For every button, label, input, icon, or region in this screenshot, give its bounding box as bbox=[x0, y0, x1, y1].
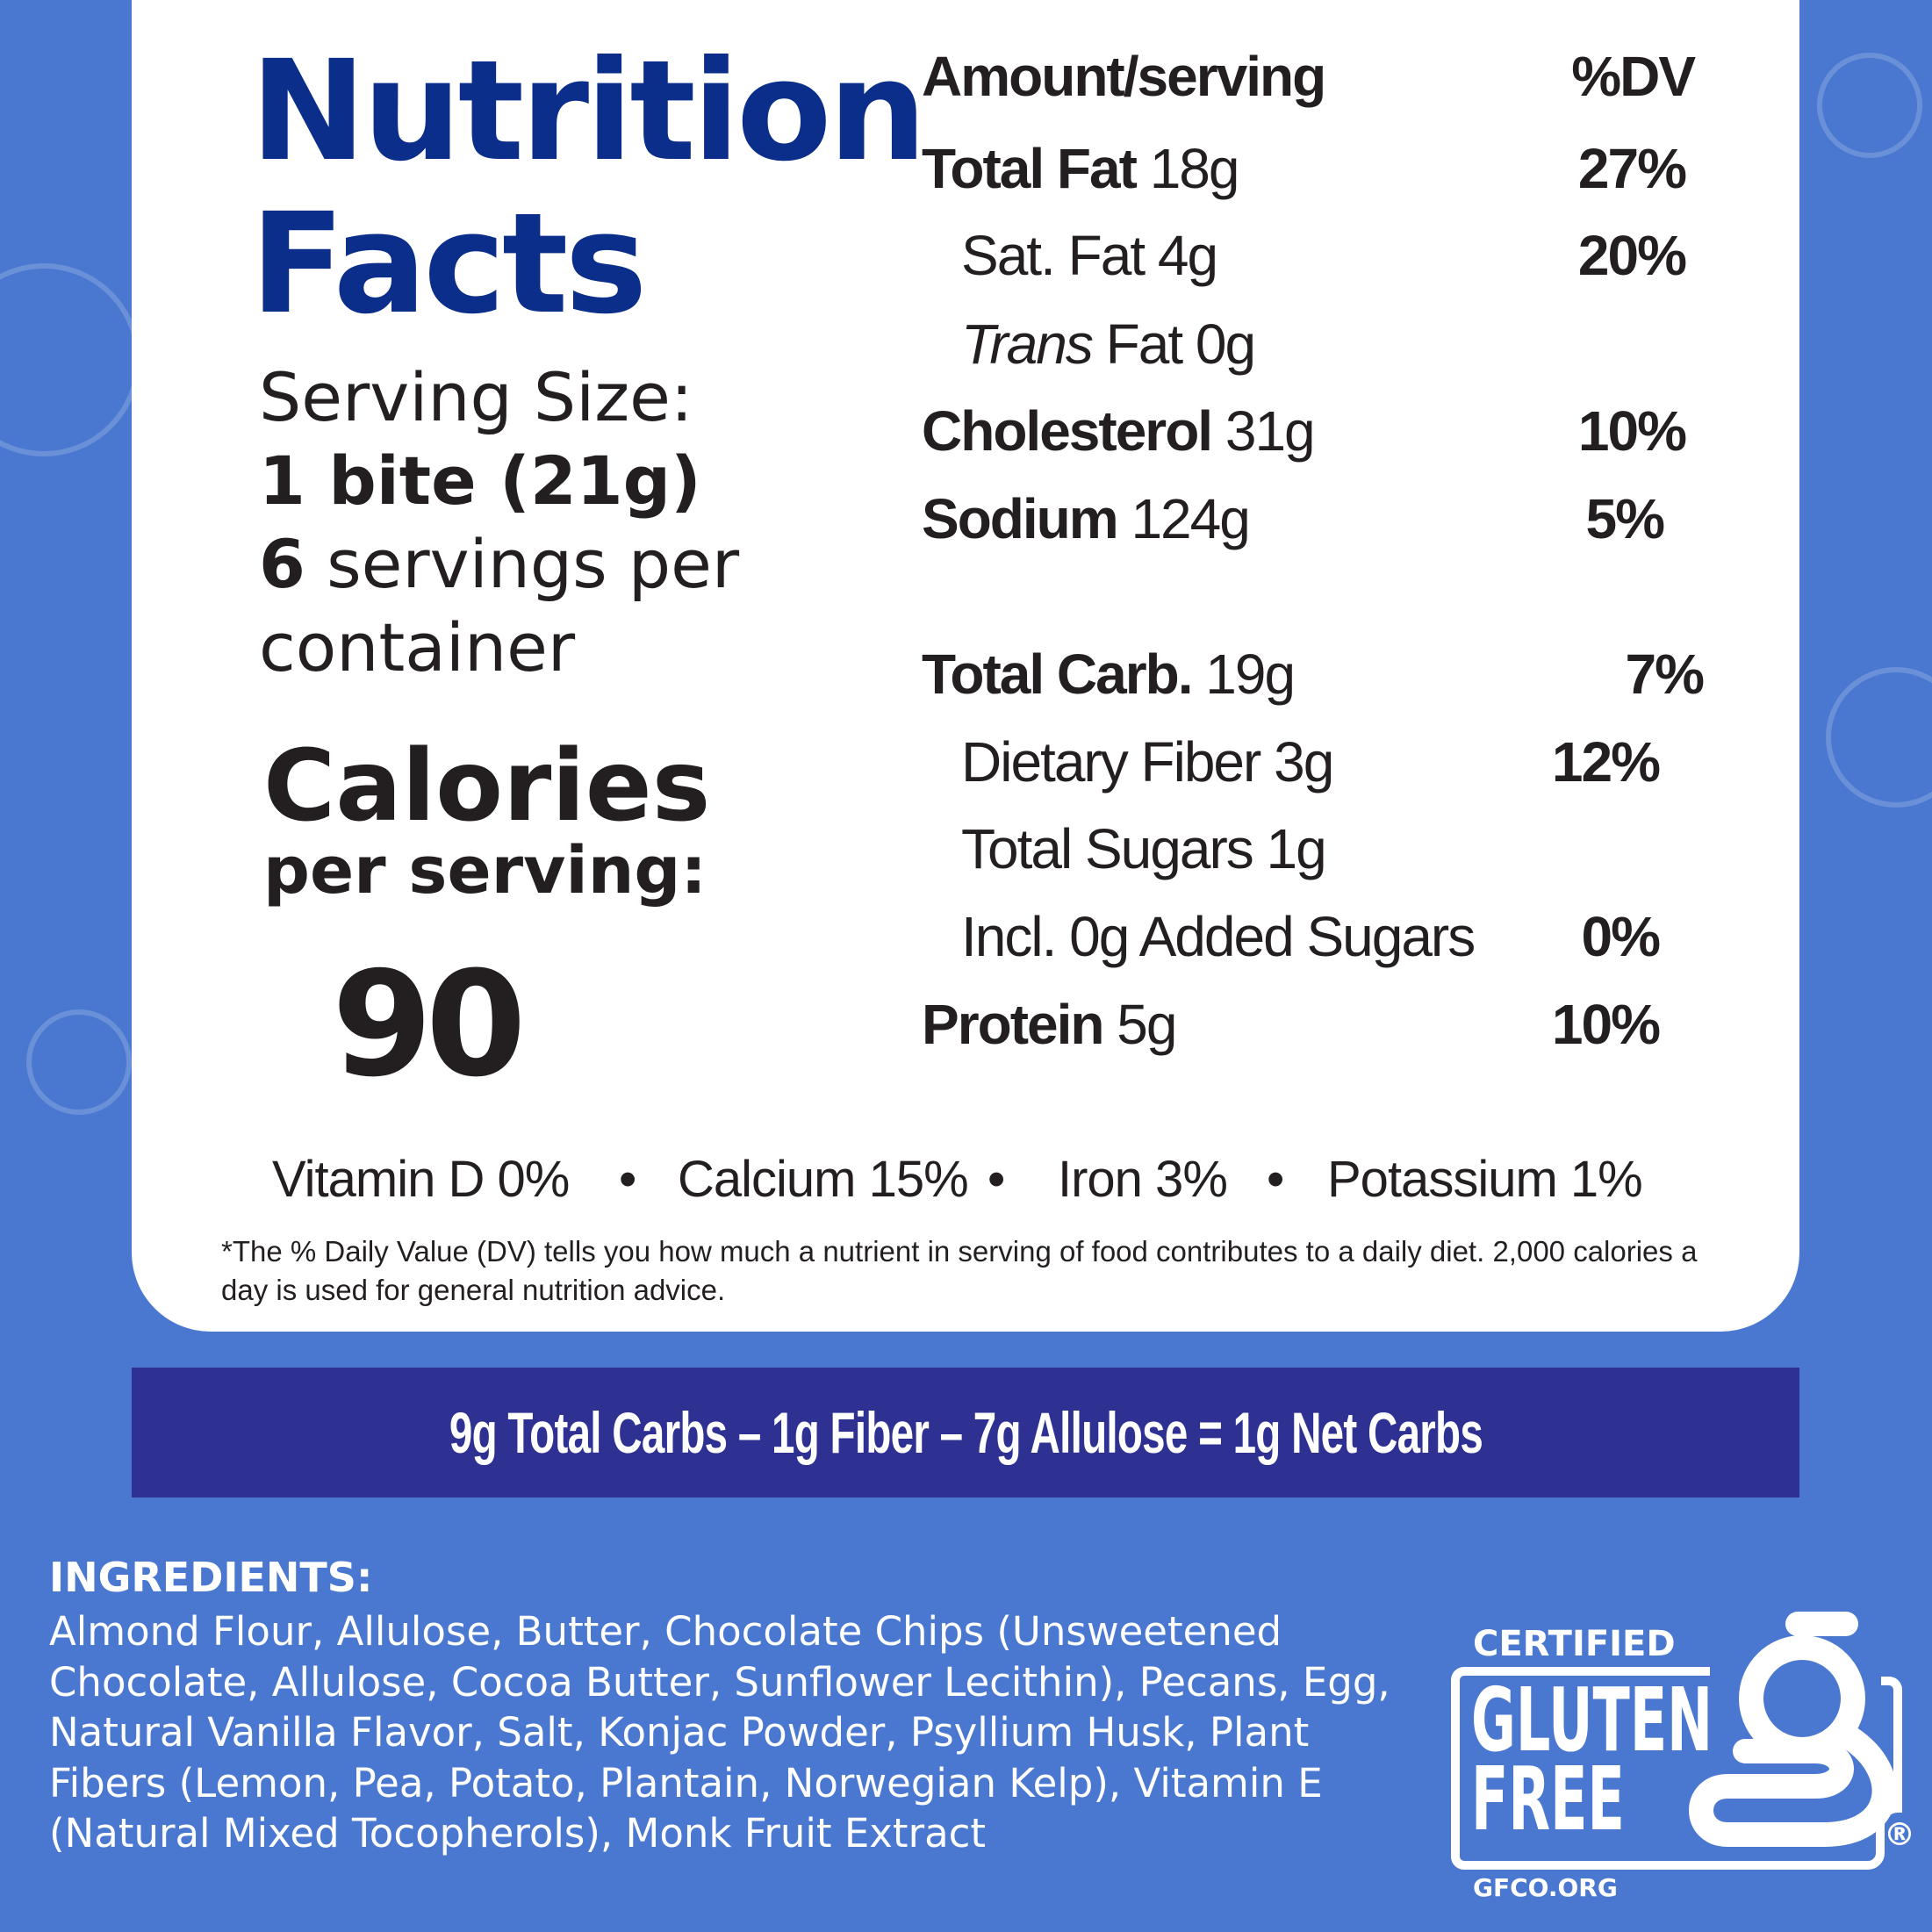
nutrient-name: Incl. 0g Added Sugars bbox=[961, 905, 1476, 968]
nutrient-row: Incl. 0g Added Sugars 0% bbox=[961, 901, 1661, 972]
nutrient-row: Sodium 124g 5% bbox=[922, 484, 1685, 554]
logo-url: GFCO.ORG bbox=[1473, 1873, 1618, 1902]
title-line1: Nutrition bbox=[250, 31, 927, 192]
background-pattern bbox=[0, 263, 140, 456]
nutrient-row: Total Fat 18g 27% bbox=[922, 133, 1687, 204]
nutrient-dv: 0% bbox=[1581, 905, 1661, 968]
registered-mark: ® bbox=[1884, 1817, 1915, 1853]
net-carbs-text: 9g Total Carbs – 1g Fiber – 7g Allulose … bbox=[449, 1400, 1483, 1465]
net-carbs-banner: 9g Total Carbs – 1g Fiber – 7g Allulose … bbox=[132, 1368, 1799, 1497]
nutrient-amount: 4g bbox=[1157, 224, 1218, 287]
background-pattern bbox=[1817, 53, 1922, 158]
nutrient-name: Fat bbox=[1105, 312, 1183, 376]
potassium: Potassium 1% bbox=[1327, 1151, 1643, 1208]
calories-per-serving: per serving: bbox=[263, 833, 707, 909]
nutrient-dv: 20% bbox=[1577, 224, 1687, 287]
nutrient-dv: 7% bbox=[1625, 643, 1705, 706]
nutrient-row: Dietary Fiber 3g 12% bbox=[961, 727, 1661, 797]
nutrition-panel bbox=[132, 0, 1799, 1332]
calories-value: 90 bbox=[332, 940, 527, 1109]
nutrient-name: Dietary Fiber bbox=[961, 730, 1261, 794]
background-pattern bbox=[26, 1009, 132, 1115]
table-header: Amount/serving %DV bbox=[922, 41, 1696, 111]
nutrient-dv: 10% bbox=[1551, 993, 1661, 1056]
logo-certified: CERTIFIED bbox=[1473, 1624, 1676, 1664]
container-label: container bbox=[259, 608, 576, 686]
ingredients-text: Almond Flour, Allulose, Butter, Chocolat… bbox=[49, 1608, 1390, 1857]
nutrient-dv: 10% bbox=[1577, 399, 1687, 463]
serving-size: 1 bite (21g) bbox=[259, 442, 701, 520]
nutrient-name: Total Fat bbox=[922, 137, 1138, 200]
nutrient-name: Protein bbox=[922, 993, 1104, 1056]
logo-free: FREE bbox=[1471, 1748, 1625, 1850]
iron: Iron 3% bbox=[1058, 1151, 1228, 1208]
nutrient-amount: 19g bbox=[1205, 643, 1296, 706]
header-amount: Amount/serving bbox=[922, 45, 1326, 108]
nutrient-row: Total Carb. 19g 7% bbox=[922, 639, 1705, 709]
nutrient-name: Sodium bbox=[922, 487, 1119, 550]
nutrient-row: Protein 5g 10% bbox=[922, 989, 1661, 1059]
calcium: Calcium 15% bbox=[678, 1151, 969, 1208]
nutrient-row: Trans Fat 0g bbox=[961, 309, 1685, 379]
gluten-free-logo: CERTIFIED GLUTEN FREE GFCO.ORG ® bbox=[1447, 1606, 1921, 1902]
nutrient-dv: 27% bbox=[1577, 137, 1687, 200]
bullet: • bbox=[619, 1151, 636, 1208]
nutrient-amount: 5g bbox=[1117, 993, 1177, 1056]
nutrient-row: Cholesterol 31g 10% bbox=[922, 396, 1687, 466]
nutrient-amount: 1g bbox=[1266, 817, 1327, 880]
background-pattern bbox=[1826, 667, 1932, 808]
servings-per-label: servings per bbox=[327, 525, 740, 603]
serving-label: Serving Size: bbox=[259, 358, 693, 436]
gluten-free-g-icon bbox=[1451, 1612, 1902, 1870]
nutrient-amount: 124g bbox=[1131, 487, 1250, 550]
title-line2: Facts bbox=[250, 183, 648, 345]
header-dv: %DV bbox=[1571, 45, 1696, 108]
nutrient-name: Total Sugars bbox=[961, 817, 1254, 880]
nutrient-amount: 3g bbox=[1274, 730, 1334, 794]
nutrient-name: Cholesterol bbox=[922, 399, 1213, 463]
nutrient-dv: 12% bbox=[1551, 730, 1661, 794]
nutrient-name: Sat. Fat bbox=[961, 224, 1146, 287]
logo-gluten: GLUTEN bbox=[1471, 1669, 1713, 1771]
servings-per-container: 6 servings per bbox=[259, 531, 739, 598]
bullet: • bbox=[1267, 1151, 1284, 1208]
nutrient-dv: 5% bbox=[1585, 487, 1665, 550]
nutrient-amount: 0g bbox=[1195, 312, 1256, 376]
nutrient-name: Total Carb. bbox=[922, 643, 1193, 706]
nutrient-amount: 31g bbox=[1225, 399, 1316, 463]
nutrient-row: Sat. Fat 4g 20% bbox=[961, 220, 1687, 291]
footnote: *The % Daily Value (DV) tells you how mu… bbox=[221, 1235, 1698, 1306]
bullet: • bbox=[988, 1151, 1005, 1208]
vitamin-d: Vitamin D 0% bbox=[272, 1151, 570, 1208]
ingredients-heading: INGREDIENTS: bbox=[49, 1554, 373, 1601]
calories-label: Calories bbox=[263, 729, 711, 844]
nutrient-amount: 18g bbox=[1149, 137, 1240, 200]
nutrient-name: Trans bbox=[961, 312, 1094, 376]
nutrient-row: Total Sugars 1g bbox=[961, 814, 1725, 884]
servings-count: 6 bbox=[259, 525, 305, 603]
